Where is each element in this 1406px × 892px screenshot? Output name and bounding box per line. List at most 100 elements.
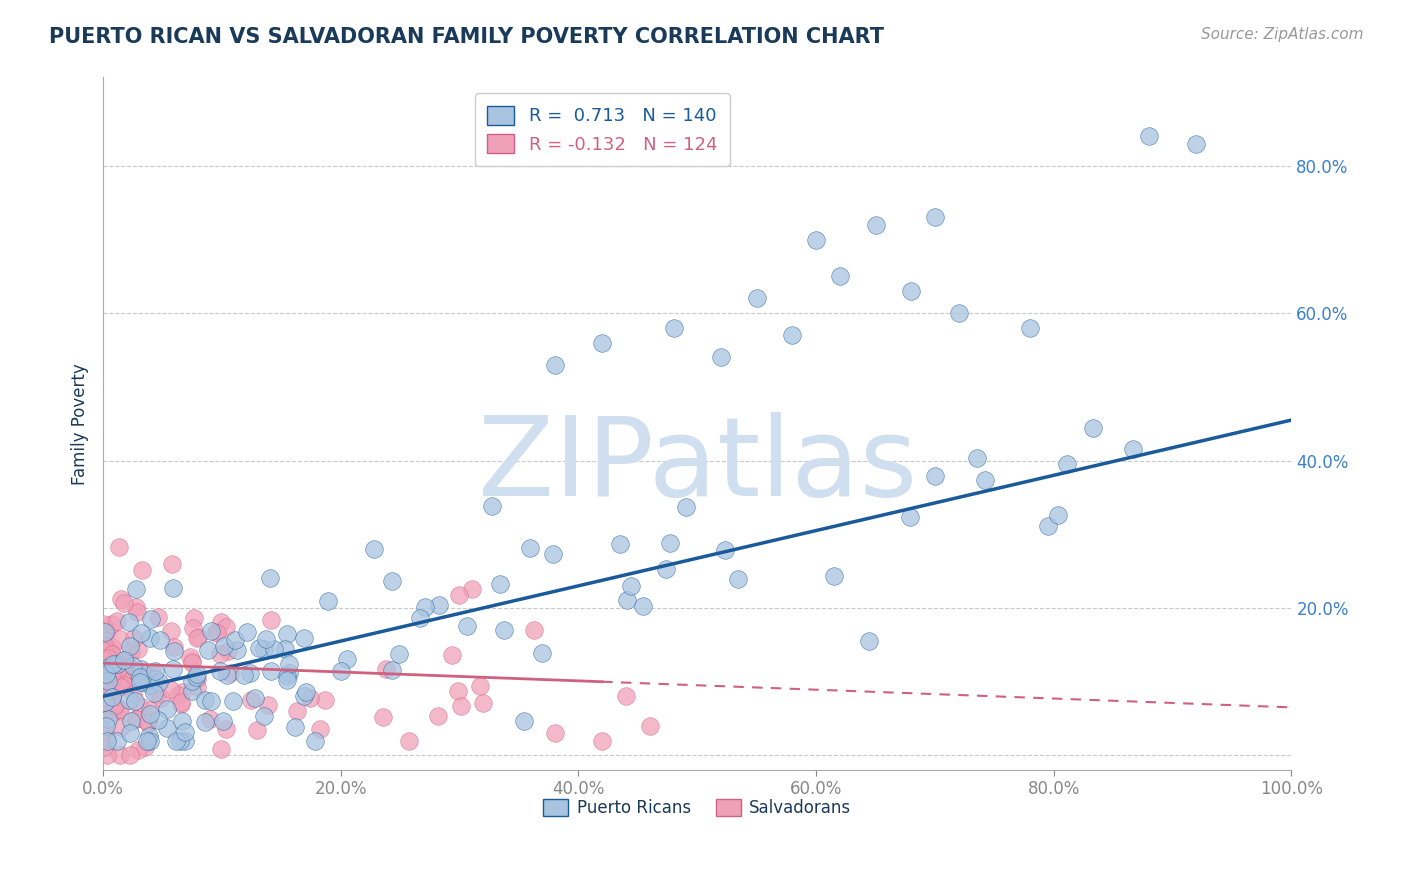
Point: [489, 577, 512, 591]
Point: [156, 702, 179, 716]
Point: [101, 640, 124, 655]
Point: [138, 729, 160, 743]
Point: [398, 733, 420, 747]
Point: [276, 669, 298, 683]
Point: [257, 698, 280, 712]
Point: [316, 594, 339, 608]
Point: [142, 686, 165, 700]
Point: [136, 716, 159, 731]
Point: [120, 714, 142, 728]
Point: [115, 657, 138, 672]
Point: [631, 599, 654, 614]
Point: [96, 623, 118, 637]
Point: [304, 733, 326, 747]
Point: [118, 615, 141, 630]
Point: [96, 701, 118, 715]
Point: [118, 748, 141, 763]
Point: [900, 284, 922, 298]
Point: [519, 541, 541, 555]
Point: [314, 693, 336, 707]
Point: [125, 712, 148, 726]
Point: [125, 599, 148, 614]
Point: [125, 712, 148, 726]
Point: [292, 689, 315, 703]
Point: [259, 571, 281, 585]
Point: [441, 648, 464, 662]
Point: [1137, 129, 1160, 144]
Point: [336, 652, 359, 666]
Point: [156, 721, 179, 735]
Point: [114, 676, 136, 690]
Point: [214, 620, 236, 634]
Point: [107, 657, 129, 672]
Point: [125, 582, 148, 596]
Point: [108, 702, 131, 716]
Point: [93, 723, 115, 737]
Point: [108, 632, 131, 647]
Point: [101, 705, 124, 719]
Point: [948, 306, 970, 320]
Point: [212, 714, 235, 728]
Point: [118, 662, 141, 676]
Point: [136, 715, 159, 730]
Point: [169, 733, 191, 747]
Point: [494, 623, 516, 637]
Point: [136, 667, 159, 681]
Point: [165, 733, 187, 747]
Point: [225, 642, 247, 657]
Point: [544, 726, 567, 740]
Point: [427, 598, 450, 612]
Point: [104, 698, 127, 713]
Point: [128, 667, 150, 681]
Point: [591, 733, 613, 747]
Point: [823, 569, 845, 583]
Point: [221, 694, 243, 708]
Point: [209, 742, 232, 756]
Point: [163, 644, 186, 658]
Point: [146, 609, 169, 624]
Point: [127, 743, 149, 757]
Point: [121, 659, 143, 673]
Point: [236, 625, 259, 640]
Point: [174, 724, 197, 739]
Point: [169, 695, 191, 709]
Point: [110, 680, 132, 694]
Point: [118, 693, 141, 707]
Point: [1046, 508, 1069, 523]
Point: [93, 644, 115, 658]
Point: [208, 647, 231, 661]
Point: [96, 674, 118, 689]
Point: [139, 612, 162, 626]
Point: [481, 499, 503, 513]
Point: [205, 626, 228, 640]
Point: [208, 664, 231, 678]
Point: [101, 647, 124, 661]
Point: [200, 624, 222, 639]
Point: [224, 632, 246, 647]
Point: [160, 624, 183, 639]
Point: [194, 693, 217, 707]
Point: [461, 582, 484, 596]
Point: [121, 687, 143, 701]
Point: [183, 611, 205, 625]
Point: [614, 690, 637, 704]
Point: [93, 651, 115, 665]
Point: [471, 696, 494, 710]
Point: [125, 666, 148, 681]
Point: [530, 646, 553, 660]
Point: [93, 683, 115, 698]
Point: [125, 605, 148, 619]
Point: [745, 292, 768, 306]
Point: [103, 669, 125, 683]
Point: [162, 661, 184, 675]
Point: [253, 642, 276, 657]
Point: [94, 643, 117, 657]
Point: [120, 726, 142, 740]
Point: [139, 632, 162, 646]
Point: [523, 623, 546, 637]
Point: [117, 673, 139, 687]
Point: [110, 591, 132, 606]
Point: [513, 714, 536, 728]
Point: [94, 639, 117, 653]
Point: [146, 687, 169, 701]
